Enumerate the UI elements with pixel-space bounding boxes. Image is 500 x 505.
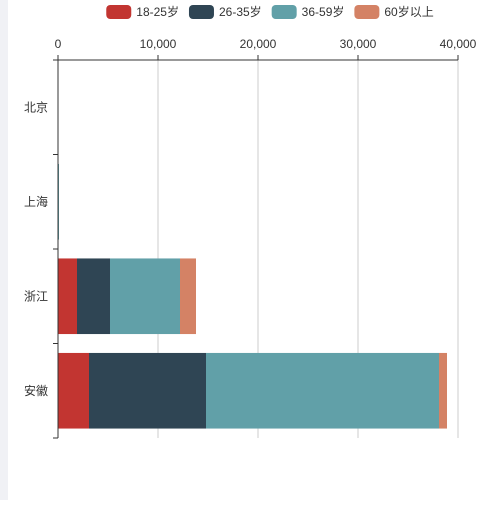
left-edge-strip — [0, 0, 8, 500]
legend-label[interactable]: 18-25岁 — [136, 4, 179, 19]
bar-segment[interactable] — [439, 352, 447, 429]
bar-segment[interactable] — [180, 258, 196, 335]
legend-label[interactable]: 26-35岁 — [219, 4, 262, 19]
x-tick-label: 30,000 — [340, 37, 377, 51]
x-tick-label: 10,000 — [140, 37, 177, 51]
x-tick-label: 0 — [55, 37, 62, 51]
y-tick-label: 北京 — [24, 100, 48, 114]
y-tick-label: 浙江 — [24, 289, 48, 303]
legend-label[interactable]: 36-59岁 — [302, 4, 345, 19]
bar-segment[interactable] — [89, 352, 206, 429]
legend-swatch[interactable] — [106, 5, 132, 19]
bar-segment[interactable] — [77, 258, 110, 335]
bar-segment[interactable] — [206, 352, 439, 429]
bar-segment[interactable] — [58, 258, 77, 335]
y-tick-label: 上海 — [24, 194, 48, 209]
y-tick-label: 安徽 — [24, 383, 48, 398]
legend-swatch[interactable] — [188, 5, 214, 19]
bar-segment[interactable] — [58, 352, 89, 429]
bar-segment[interactable] — [110, 258, 180, 335]
x-tick-label: 20,000 — [240, 37, 277, 51]
legend-label[interactable]: 60岁以上 — [384, 4, 433, 19]
bars — [58, 163, 447, 429]
x-tick-label: 40,000 — [440, 37, 477, 51]
legend-swatch[interactable] — [271, 5, 297, 19]
legend-swatch[interactable] — [354, 5, 380, 19]
legend[interactable]: 18-25岁 26-35岁 36-59岁 60岁以上 — [106, 4, 434, 19]
